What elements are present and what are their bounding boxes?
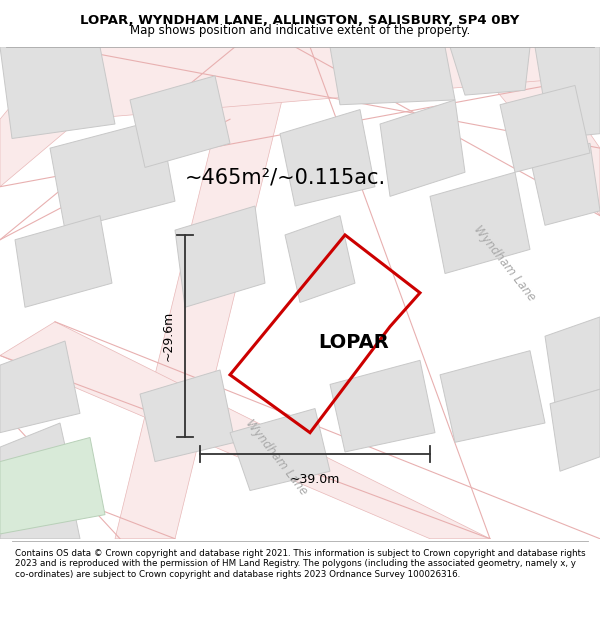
Polygon shape: [280, 109, 375, 206]
Polygon shape: [50, 119, 175, 230]
Polygon shape: [230, 409, 330, 491]
Polygon shape: [440, 351, 545, 442]
Text: LOPAR, WYNDHAM LANE, ALLINGTON, SALISBURY, SP4 0BY: LOPAR, WYNDHAM LANE, ALLINGTON, SALISBUR…: [80, 14, 520, 27]
Text: ~39.0m: ~39.0m: [290, 473, 340, 486]
Polygon shape: [0, 322, 490, 539]
Polygon shape: [530, 143, 600, 225]
Polygon shape: [0, 341, 80, 432]
Polygon shape: [115, 47, 295, 539]
Text: Wyndham Lane: Wyndham Lane: [242, 418, 310, 498]
Polygon shape: [0, 438, 105, 534]
Polygon shape: [140, 370, 235, 462]
Polygon shape: [0, 491, 80, 539]
Polygon shape: [15, 216, 112, 308]
Polygon shape: [175, 206, 265, 308]
Polygon shape: [330, 47, 455, 105]
Text: Contains OS data © Crown copyright and database right 2021. This information is : Contains OS data © Crown copyright and d…: [15, 549, 586, 579]
Polygon shape: [0, 47, 600, 187]
Polygon shape: [430, 173, 530, 274]
Polygon shape: [450, 47, 530, 95]
Polygon shape: [545, 317, 600, 404]
Text: Map shows position and indicative extent of the property.: Map shows position and indicative extent…: [130, 24, 470, 36]
Polygon shape: [130, 76, 230, 168]
Polygon shape: [460, 47, 600, 216]
Polygon shape: [0, 423, 75, 510]
Text: ~465m²/~0.115ac.: ~465m²/~0.115ac.: [184, 167, 386, 187]
Polygon shape: [0, 47, 115, 139]
Polygon shape: [285, 216, 355, 302]
Polygon shape: [535, 47, 600, 139]
Text: ~29.6m: ~29.6m: [162, 311, 175, 361]
Text: Wyndham Lane: Wyndham Lane: [470, 223, 538, 304]
Text: LOPAR: LOPAR: [319, 332, 389, 351]
Polygon shape: [380, 100, 465, 196]
Polygon shape: [330, 361, 435, 452]
Polygon shape: [550, 389, 600, 471]
Polygon shape: [500, 86, 590, 172]
